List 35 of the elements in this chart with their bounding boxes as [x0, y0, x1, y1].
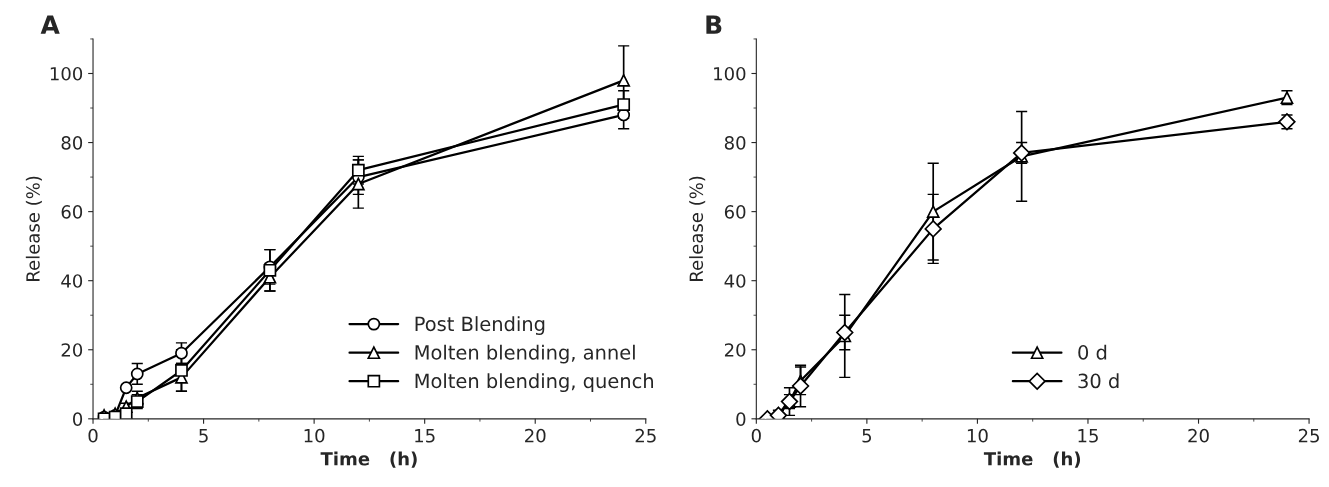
x-tick-label: 10: [304, 428, 325, 443]
x-tick-label: 20: [525, 428, 546, 443]
x-tick-label: 5: [862, 429, 872, 443]
y-tick-label: 80: [61, 136, 83, 150]
legend-label: 0 d: [1078, 344, 1107, 360]
legend-label: 30 d: [1078, 373, 1119, 389]
y-tick-label: 100: [714, 66, 746, 81]
chart-title: A: [40, 15, 60, 34]
legend-label: Molten blending, annel: [415, 344, 635, 364]
x-tick-label: 25: [1298, 428, 1319, 443]
y-tick-label: 20: [61, 343, 83, 357]
chart-title: B: [706, 15, 722, 34]
x-tick-label: 5: [199, 429, 208, 443]
y-axis-title: Release (%): [25, 176, 42, 281]
x-tick-label: 20: [1188, 428, 1209, 443]
y-tick-label: 0: [736, 412, 746, 426]
y-tick-label: 100: [50, 66, 83, 81]
legend-label: Post Blending: [415, 316, 545, 335]
x-tick-label: 0: [751, 428, 761, 443]
y-tick-label: 40: [724, 274, 746, 288]
y-axis-title: Release (%): [689, 176, 706, 281]
x-axis-title: Time (h): [983, 451, 1081, 468]
y-tick-label: 60: [61, 205, 83, 219]
legend-label: Molten blending, quench: [415, 373, 653, 393]
y-tick-label: 60: [724, 205, 746, 219]
x-tick-label: 25: [635, 428, 656, 443]
y-tick-label: 0: [73, 412, 83, 426]
y-tick-label: 40: [61, 274, 83, 288]
x-tick-label: 15: [415, 429, 435, 443]
x-axis-title: Time (h): [320, 451, 417, 468]
y-tick-label: 80: [724, 136, 746, 150]
x-tick-label: 10: [967, 428, 988, 443]
x-tick-label: 0: [88, 428, 98, 443]
y-tick-label: 20: [724, 343, 746, 357]
x-tick-label: 15: [1078, 429, 1098, 443]
